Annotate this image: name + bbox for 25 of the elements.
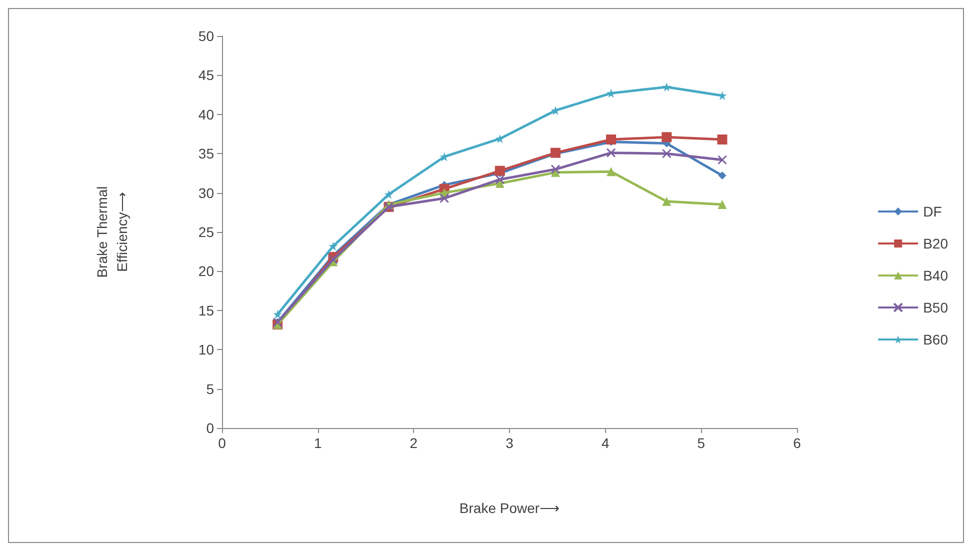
y-tick-label: 20: [198, 263, 214, 280]
x-axis-title: Brake Power⟶: [459, 500, 560, 516]
y-tick-label: 30: [198, 184, 214, 201]
y-tick-label: 45: [198, 67, 214, 84]
x-tick-label: 0: [218, 435, 226, 451]
legend-label: B40: [923, 268, 948, 284]
x-tick-label: 4: [601, 435, 610, 451]
x-tick-label: 6: [793, 435, 802, 451]
y-tick-label: 40: [198, 106, 214, 122]
y-tick-label: 15: [198, 302, 214, 318]
x-tick-label: 3: [506, 435, 514, 451]
legend-label: B50: [923, 300, 948, 316]
y-tick-label: 50: [198, 28, 214, 44]
y-tick-label: 5: [206, 380, 214, 397]
legend-label: B20: [923, 236, 948, 252]
x-tick-label: 5: [697, 435, 706, 451]
y-tick-label: 0: [206, 420, 214, 436]
y-tick-label: 35: [198, 146, 214, 162]
x-tick-label: 2: [410, 435, 418, 451]
legend-label: DF: [923, 204, 942, 220]
y-axis-title: Brake Thermal Efficiency⟶: [94, 186, 130, 278]
x-tick-label: 1: [314, 435, 322, 451]
legend-label: B60: [923, 332, 948, 348]
y-tick-label: 10: [198, 342, 214, 358]
y-tick-label: 25: [198, 224, 214, 240]
